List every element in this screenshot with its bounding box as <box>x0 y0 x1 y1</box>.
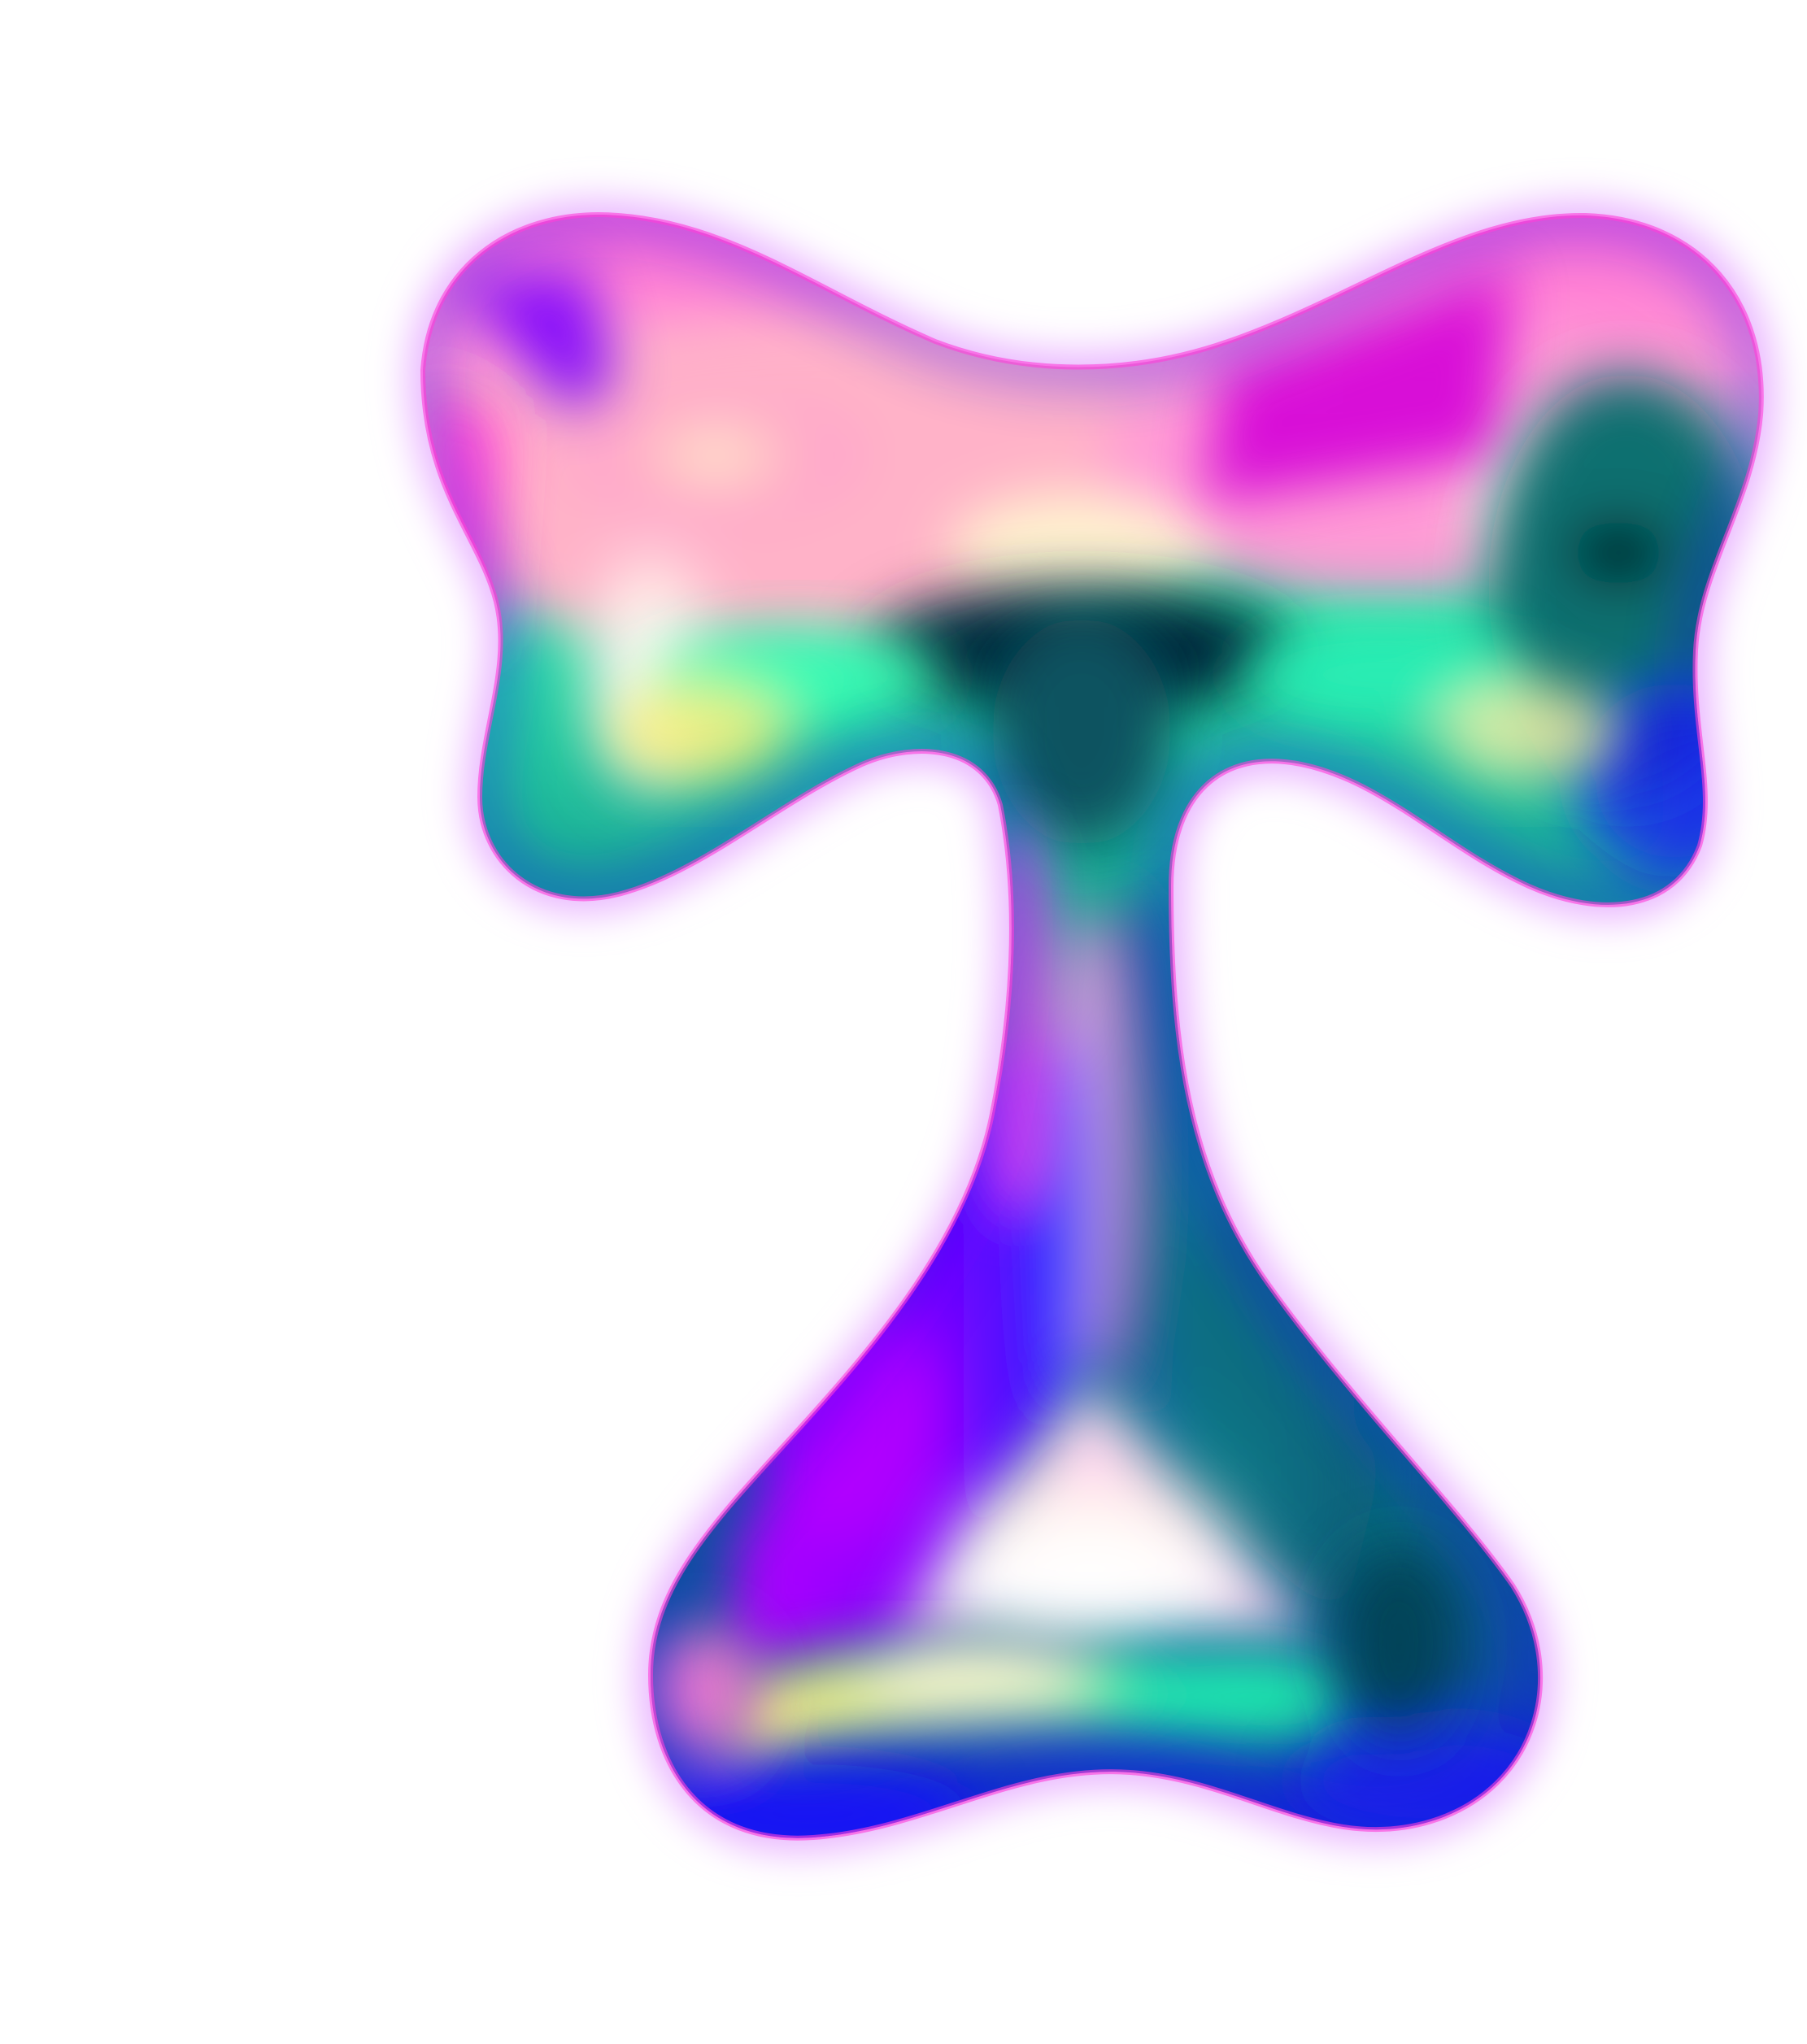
letter-t-outline <box>420 212 1764 1841</box>
